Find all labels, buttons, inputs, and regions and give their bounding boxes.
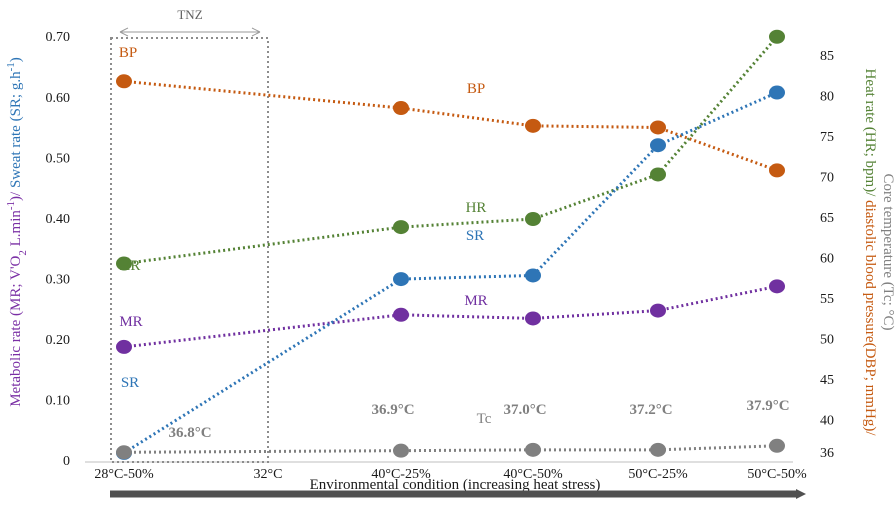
x-tick-label: 50°C-25%	[628, 467, 688, 482]
data-point-tc	[116, 445, 132, 460]
tnz-arrowhead-left	[119, 27, 129, 37]
right-tick-label: 36	[820, 446, 834, 461]
data-point-hr	[116, 256, 132, 271]
data-point-hr	[393, 220, 409, 235]
series-layer	[116, 29, 785, 460]
data-point-hr	[650, 167, 666, 182]
data-point-bp	[525, 118, 541, 133]
data-point-hr	[769, 29, 785, 44]
series-line-tc	[123, 444, 778, 454]
y-axis-title-right-2: Core temperature (Tc; °C)	[880, 174, 896, 331]
tc-value-label: 37.0°C	[503, 402, 546, 418]
series-label-hr: HR	[466, 200, 487, 216]
x-tick-label: 40°C-25%	[371, 467, 431, 482]
data-point-tc	[650, 442, 666, 457]
x-tick-label: 50°C-50%	[747, 467, 807, 482]
data-point-tc	[525, 442, 541, 457]
x-tick-label: 32°C	[254, 467, 283, 482]
series-label-sr: SR	[121, 375, 139, 391]
series-hr	[116, 29, 785, 271]
series-label-mr: MR	[464, 293, 487, 309]
data-point-mr	[393, 307, 409, 322]
data-point-bp	[769, 163, 785, 178]
right-tick-label: 60	[820, 252, 834, 267]
y-axis-title-left: Metabolic rate (MR; V'O2 L.min-1)/ Sweat…	[5, 57, 29, 407]
data-point-hr	[525, 212, 541, 226]
data-point-mr	[525, 311, 541, 326]
tc-value-label: 37.9°C	[746, 398, 789, 414]
data-point-sr	[393, 272, 409, 287]
right-tick-label: 80	[820, 90, 834, 105]
series-bp	[116, 74, 785, 178]
data-point-mr	[769, 279, 785, 294]
series-label-hr: HR	[120, 258, 141, 274]
tnz-label: TNZ	[177, 7, 202, 22]
x-tick-label: 28°C-50%	[94, 467, 154, 482]
right-tick-label: 75	[820, 130, 834, 145]
right-tick-label: 40	[820, 414, 834, 429]
data-point-sr	[650, 138, 666, 153]
series-label-mr: MR	[119, 314, 142, 330]
series-mr	[116, 279, 785, 354]
tc-value-label: 36.8°C	[168, 425, 211, 441]
series-line-sr	[123, 91, 778, 455]
data-point-sr	[525, 268, 541, 283]
right-tick-label: 65	[820, 211, 834, 226]
series-line-hr	[123, 35, 779, 266]
x-axis-title: Environmental condition (increasing heat…	[310, 477, 601, 493]
left-tick-label: 0.50	[46, 151, 71, 166]
tc-value-label: 37.2°C	[629, 402, 672, 418]
data-point-tc	[393, 443, 409, 458]
tc-value-label: 36.9°C	[371, 402, 414, 418]
series-tc	[116, 438, 785, 460]
y-axis-title-right-1: Heat rate (HR; bpm)/ diastolic blood pre…	[862, 68, 878, 436]
tnz-box	[110, 37, 269, 463]
data-point-bp	[650, 120, 666, 135]
series-label-bp: BP	[119, 45, 137, 61]
left-tick-label: 0.30	[46, 273, 71, 288]
series-labels: BP BP HR HR MR MR SR SR Tc 36.8°C 36.9°C 37.0°C 37.2…	[119, 45, 790, 441]
x-axis-ticks: 28°C-50% 32°C 40°C-25% 40°C-50% 50°C-25% 50°C…	[94, 467, 807, 482]
tnz-region: TNZ	[110, 7, 269, 463]
data-point-mr	[650, 303, 666, 318]
series-line-bp	[123, 79, 778, 172]
x-tick-label: 40°C-50%	[503, 467, 563, 482]
left-tick-label: 0.40	[46, 212, 71, 227]
right-tick-label: 70	[820, 171, 834, 186]
left-tick-label: 0	[63, 454, 70, 469]
series-label-tc: Tc	[477, 411, 492, 427]
data-point-tc	[769, 438, 785, 453]
series-line-mr	[123, 284, 778, 349]
data-point-bp	[116, 74, 132, 89]
left-tick-label: 0.60	[46, 91, 71, 106]
tnz-arrowhead-right	[251, 27, 261, 37]
right-tick-label: 55	[820, 292, 834, 307]
right-tick-label: 45	[820, 373, 834, 388]
right-tick-label: 50	[820, 333, 834, 348]
left-tick-label: 0.70	[46, 30, 71, 45]
data-point-sr	[769, 85, 785, 100]
left-tick-label: 0.10	[46, 394, 71, 409]
left-tick-label: 0.20	[46, 333, 71, 348]
series-label-bp: BP	[467, 81, 485, 97]
left-axis-ticks: 0 0.10 0.20 0.30 0.40 0.50 0.60 0.70	[46, 30, 71, 469]
data-point-bp	[393, 101, 409, 116]
data-point-mr	[116, 339, 132, 354]
right-tick-label: 85	[820, 49, 834, 64]
series-label-sr: SR	[466, 228, 484, 244]
right-axis-ticks: 36 40 45 50 55 60 65 70 75 80 85	[820, 49, 834, 461]
